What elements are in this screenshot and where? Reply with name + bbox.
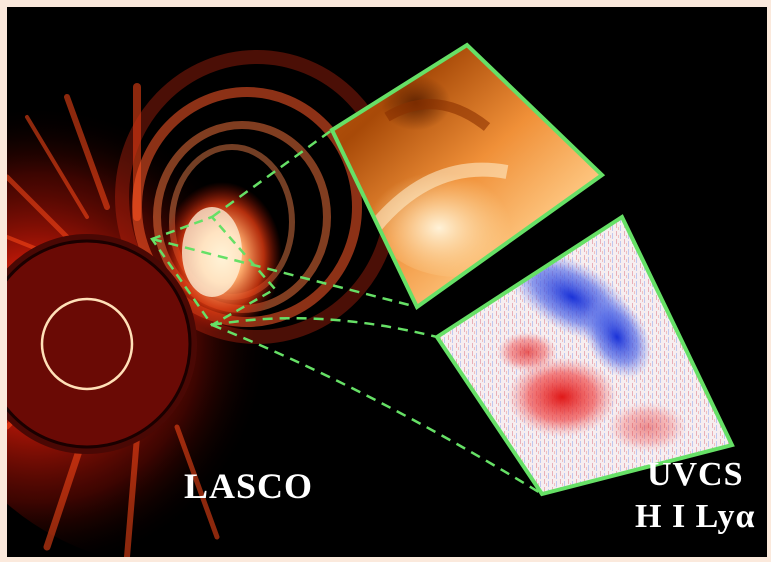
solar-composite: LASCO UVCS H I Lyα: [7, 7, 767, 557]
uvcs-inset-border: [434, 214, 735, 497]
lasco-label: LASCO: [184, 466, 314, 506]
connector-lines: [151, 128, 543, 496]
uvcs-label-line1: UVCS: [646, 456, 744, 493]
uvcs-label: UVCS H I Lyα: [635, 454, 755, 538]
occulter-disk: [7, 239, 192, 449]
sun-limb-circle: [40, 297, 134, 391]
coronal-rays: [7, 83, 220, 557]
lasco-inset-border: [329, 42, 606, 311]
composite-graphic: [7, 42, 735, 557]
uvcs-label-line2: H I Lyα: [635, 498, 756, 535]
